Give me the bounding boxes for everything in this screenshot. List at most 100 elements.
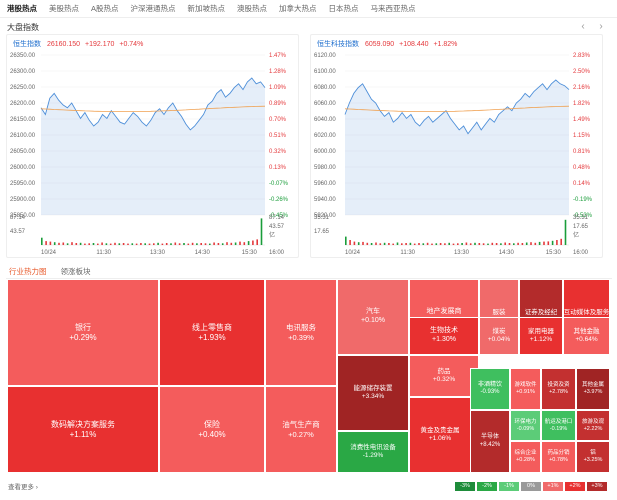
volume-bar (513, 243, 515, 245)
pct-tick-label: 0.70% (269, 117, 287, 123)
x-tick-label: 16:00 (573, 250, 589, 256)
sector-name: 综合企业 (514, 450, 537, 457)
index-name: 恒生指数 (13, 41, 41, 48)
sector-cell[interactable]: 航运及港口 -0.19% (541, 410, 576, 441)
tab-sg-hot[interactable]: 新加坡热点 (187, 4, 226, 13)
sector-name: 半导体 (480, 434, 499, 440)
volume-bar (353, 241, 356, 245)
pct-tick-label: 2.83% (573, 53, 591, 59)
carousel-arrows: ‹ › (577, 21, 607, 33)
pct-tick-label: 0.14% (573, 181, 591, 187)
sector-change: +0.27% (288, 429, 314, 439)
sector-cell[interactable]: 游戏软件 +0.91% (510, 368, 541, 410)
industry-heatmap: 银行 +0.29% 线上零售商 +1.93% 电讯服务 +0.39% 汽车 +0.10% 地产发… (7, 279, 610, 473)
next-arrow-icon[interactable]: › (599, 21, 603, 32)
sector-cell[interactable]: 消费性电讯设备 -1.29% (337, 431, 409, 473)
y-tick-label: 6060.00 (314, 101, 336, 107)
price-area (41, 78, 265, 215)
sector-cell[interactable]: 其他金属 +3.97% (576, 368, 610, 410)
sector-change: +0.10% (361, 317, 385, 324)
hsi-chart-card[interactable]: 恒生指数 26160.150 +192.170 +0.74% 26350.00 1… (6, 34, 299, 258)
prev-arrow-icon[interactable]: ‹ (581, 21, 585, 32)
sector-cell[interactable]: 数码解决方案服务 +1.11% (7, 386, 159, 473)
x-tick-label: 11:30 (96, 250, 111, 256)
sector-cell[interactable]: 银行 +0.29% (7, 279, 159, 386)
volume-bar (114, 242, 116, 245)
sector-cell[interactable]: 旅游及观 +2.22% (576, 410, 610, 441)
tab-au-hot[interactable]: 澳股热点 (237, 4, 268, 13)
volume-bar (183, 243, 185, 245)
sector-cell[interactable]: 环保电力 -0.09% (510, 410, 541, 441)
vol-tick-label: 35.31 (314, 215, 330, 221)
tab-us-hot[interactable]: 美股热点 (49, 4, 79, 13)
volume-bar (383, 242, 386, 245)
volume-bar (226, 242, 228, 245)
y-tick-label: 6100.00 (314, 69, 336, 75)
sector-cell[interactable]: 综合企业 +0.28% (510, 441, 541, 473)
volume-bar (97, 243, 99, 245)
y-tick-label: 5960.00 (314, 181, 336, 187)
tab-a-hot[interactable]: A股热点 (91, 4, 119, 13)
tab-leading-sectors[interactable]: 领涨板块 (60, 267, 91, 276)
pct-tick-label: -0.26% (269, 197, 289, 203)
tab-jp-hot[interactable]: 日本热点 (328, 4, 359, 13)
volume-bar (178, 243, 181, 245)
volume-bar (431, 243, 433, 245)
pct-tick-label: -0.19% (573, 197, 593, 203)
pct-tick-label: 0.89% (269, 101, 287, 107)
sector-cell[interactable]: 铝 +3.25% (576, 441, 610, 473)
sector-cell[interactable]: 家用电器 +1.12% (519, 317, 563, 355)
section-title: 大盘指数 (7, 23, 39, 32)
volume-bar (491, 242, 494, 245)
tab-hk-hot[interactable]: 港股热点 (7, 4, 37, 13)
volume-bar (474, 242, 476, 245)
index-change: +192.170 (85, 41, 115, 48)
volume-bar (109, 243, 112, 245)
x-tick-label: 13:30 (454, 250, 470, 256)
sector-name: 其他金融 (573, 327, 600, 335)
divider (6, 278, 612, 279)
sector-change: +0.64% (575, 336, 598, 343)
x-tick-label: 13:30 (150, 250, 166, 256)
sector-cell[interactable]: 其他金融 +0.64% (563, 317, 610, 355)
sector-change: +0.39% (288, 332, 314, 342)
sector-cell[interactable]: 药品分销 +0.78% (541, 441, 576, 473)
pct-tick-label: -0.07% (269, 181, 289, 187)
volume-bar (252, 240, 254, 245)
sector-cell[interactable]: 汽车 +0.10% (337, 279, 409, 355)
x-tick-label: 10/24 (41, 250, 57, 256)
y-tick-label: 26300.00 (10, 69, 36, 75)
tab-ca-hot[interactable]: 加拿大热点 (279, 4, 317, 13)
sector-cell[interactable]: 线上零售商 +1.93% (159, 279, 265, 386)
sector-cell[interactable]: 油气生产商 +0.27% (265, 386, 337, 473)
volume-bar (362, 241, 364, 245)
sector-cell[interactable]: 药品 +0.32% (409, 355, 479, 397)
sector-cell[interactable]: 黄金及贵金属 +1.06% (409, 397, 471, 473)
sector-cell[interactable]: 非酒精饮 -0.93% (470, 368, 510, 410)
view-more-link[interactable]: 查看更多 › (8, 484, 38, 491)
sector-cell[interactable]: 半导体 +8.42% (470, 410, 510, 473)
volume-bar (66, 243, 69, 245)
y-tick-label: 6000.00 (314, 149, 336, 155)
tab-my-hot[interactable]: 马来西亚热点 (370, 4, 416, 13)
sector-cell[interactable]: 保险 +0.40% (159, 386, 265, 473)
y-tick-label: 26150.00 (10, 117, 36, 123)
pct-tick-label: -0.53% (573, 213, 593, 219)
sector-cell[interactable]: 投资及资 +2.78% (541, 368, 576, 410)
sector-change: +0.29% (69, 332, 97, 342)
sector-cell[interactable]: 电讯服务 +0.39% (265, 279, 337, 386)
volume-bar (517, 242, 519, 245)
sector-cell[interactable]: 生物技术 +1.30% (409, 317, 479, 355)
vol-tick-label: 87.14 (10, 215, 26, 221)
y-tick-label: 6040.00 (314, 117, 336, 123)
pct-tick-label: 2.16% (573, 85, 591, 91)
index-price: 26160.150 (46, 41, 81, 48)
volume-bar (405, 243, 407, 245)
pct-tick-label: 2.50% (573, 69, 591, 75)
sector-cell[interactable]: 煤炭 +0.04% (479, 317, 519, 355)
sector-cell[interactable]: 能源储存装置 +3.34% (337, 355, 409, 431)
volume-bar (62, 242, 65, 245)
pct-tick-label: 0.13% (269, 165, 287, 171)
tab-connect-hot[interactable]: 沪深港通热点 (130, 4, 176, 13)
hstech-chart-card[interactable]: 恒生科技指数 6059.090 +108.440 +1.82% 6120.00 2… (310, 34, 603, 258)
